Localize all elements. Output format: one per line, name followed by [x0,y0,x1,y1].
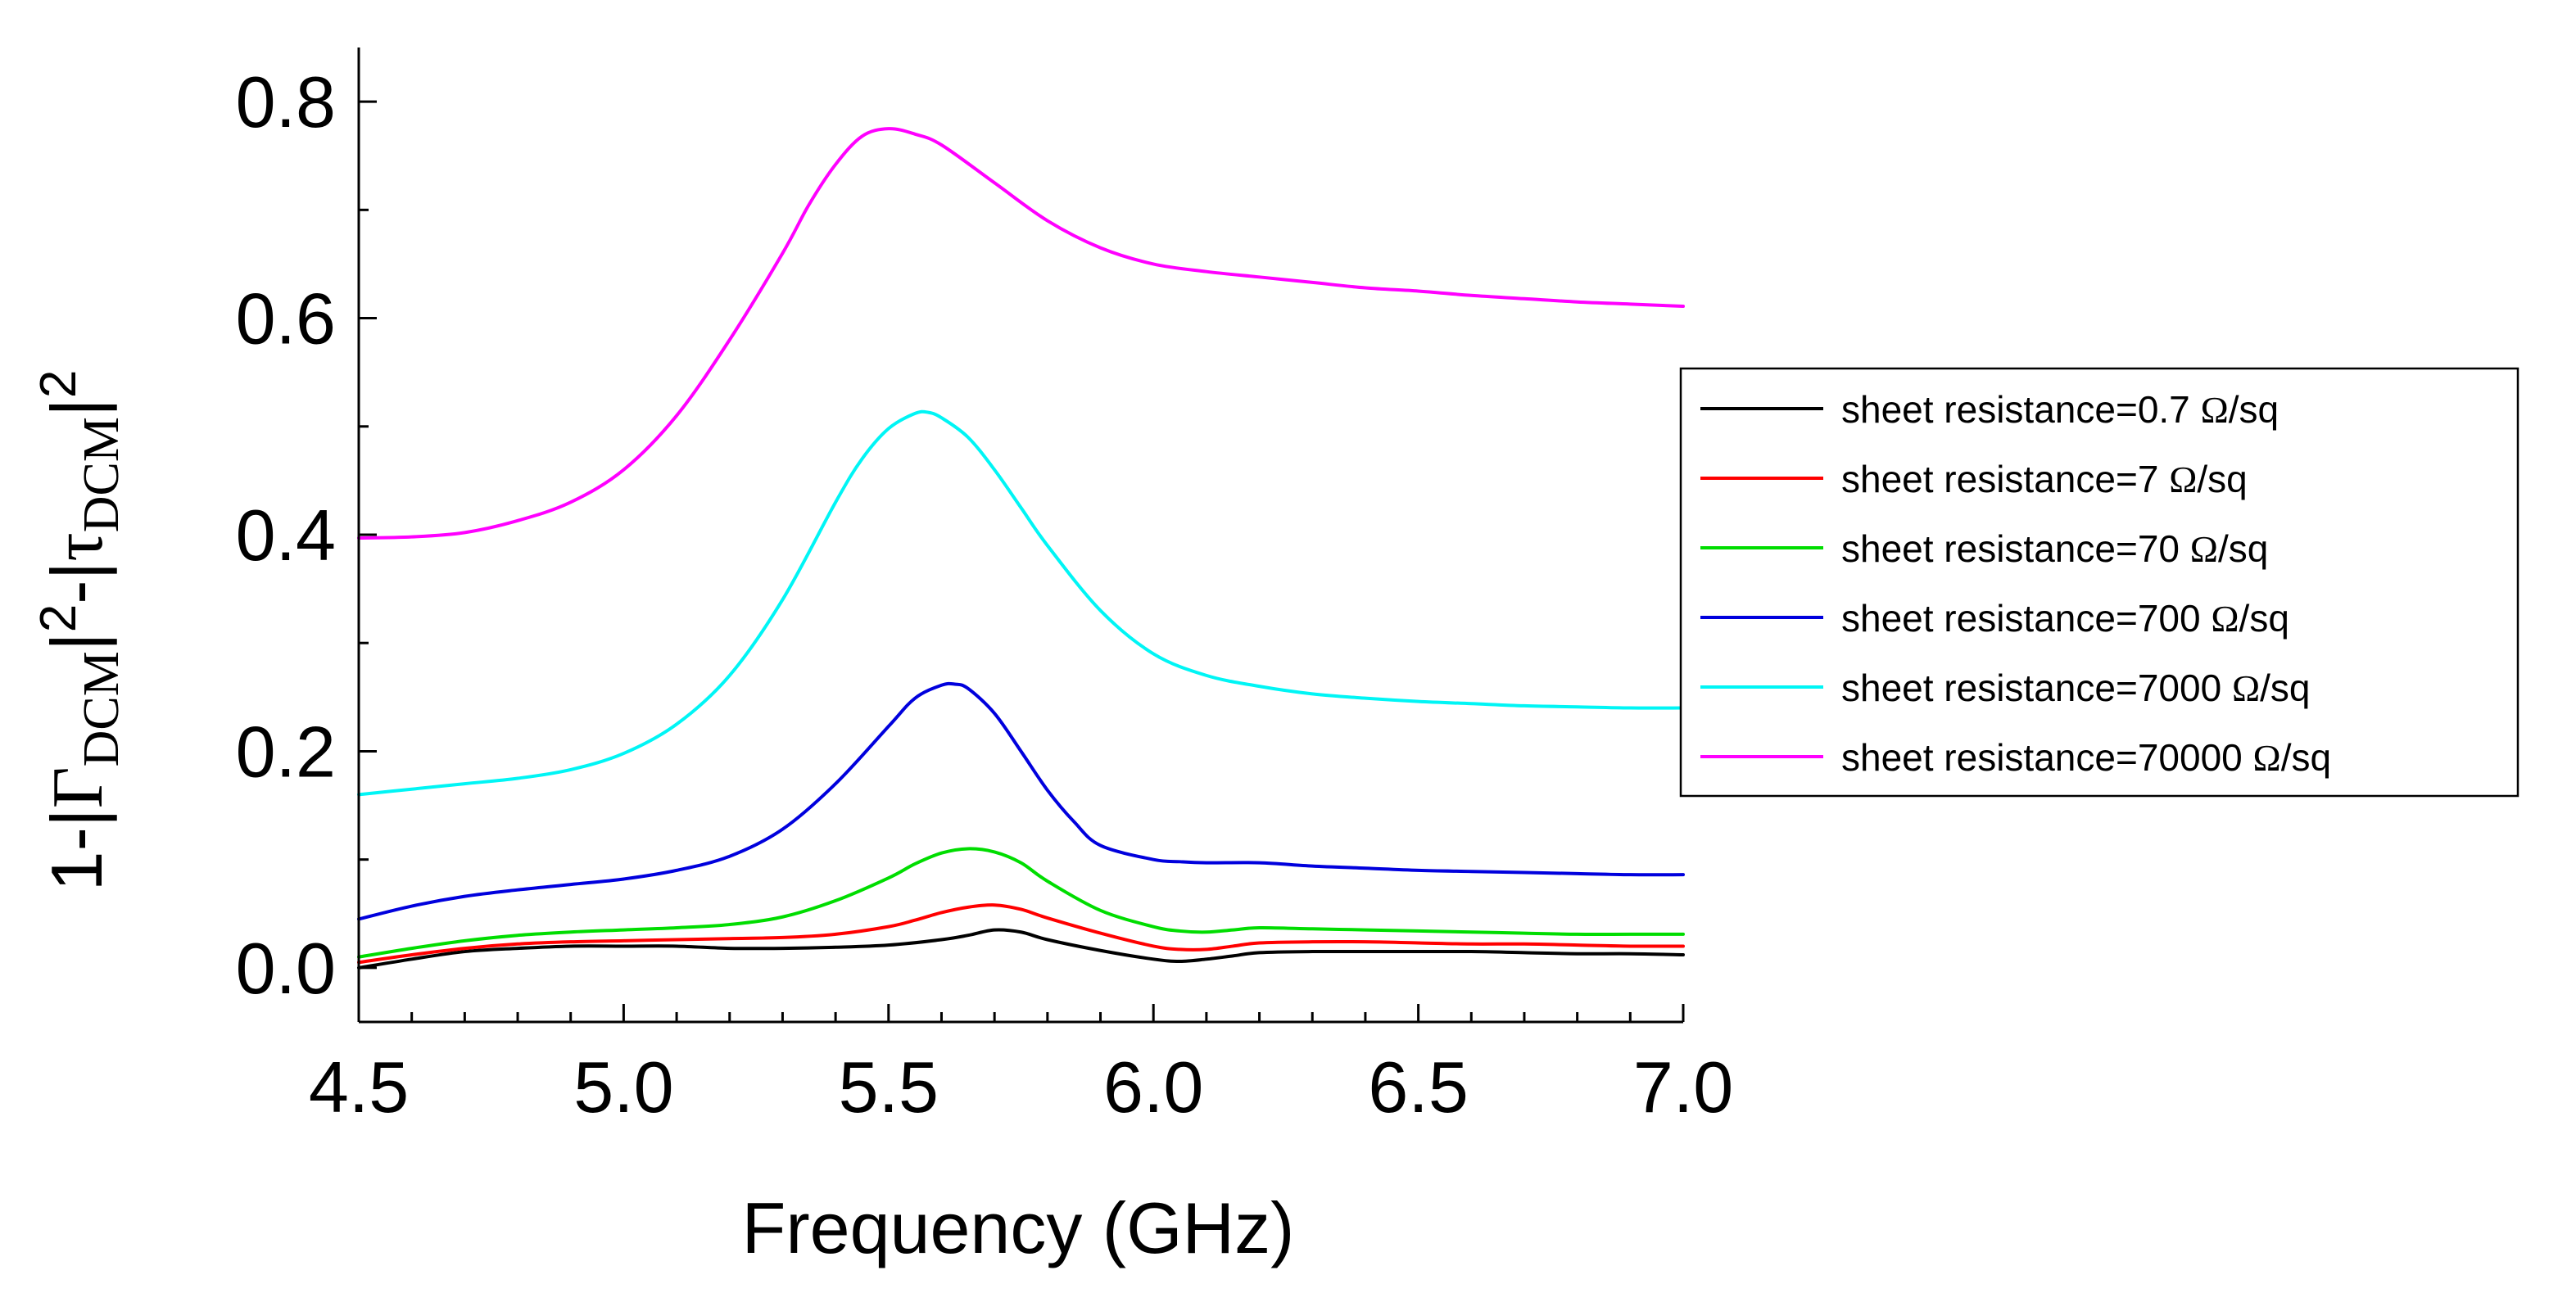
axes [357,47,1685,1024]
x-tick-label: 7.0 [1633,1047,1733,1128]
x-tick-label: 5.5 [839,1047,939,1128]
x-tick-label: 4.5 [309,1047,409,1128]
series-line-3 [357,681,1685,921]
y-title-prefix: 1-| [36,808,117,891]
y-title-sup1: 2 [30,604,87,632]
y-tick-label: 0.8 [236,61,336,142]
series-line-5 [357,127,1685,540]
legend-entries: sheet resistance=0.7 Ω/sq sheet resistanc… [1700,388,2331,779]
y-title-mid-bar: | [36,632,117,651]
legend-label-5: sheet resistance=70000 Ω/sq [1841,736,2331,779]
legend: sheet resistance=0.7 Ω/sq sheet resistanc… [1679,367,2519,798]
y-tick-label: 0.6 [236,278,336,359]
y-title-minus-bar: -| [36,562,117,604]
y-tick-label: 0.4 [236,495,336,576]
tick-labels: 4.5 5.0 5.5 6.0 6.5 7.0 0.0 0.2 0.4 0.6 0.8 [236,61,1734,1128]
y-axis-title-group: 1-|ΓDCM|2-|τDCM|2 [30,370,129,892]
y-tick-label: 0.0 [236,928,336,1009]
y-title-sub1: DCM [74,651,129,766]
x-tick-label: 6.5 [1368,1047,1468,1128]
y-title-end-bar: | [36,398,117,417]
y-tick-label: 0.2 [236,711,336,792]
series-line-1 [357,903,1685,965]
x-tick-label: 6.0 [1103,1047,1203,1128]
plot-lines [357,127,1685,970]
y-title-tau: τ [38,532,118,561]
x-tick-label: 5.0 [573,1047,673,1128]
y-title-gamma: Γ [38,766,118,808]
x-axis-title: Frequency (GHz) [742,1187,1295,1268]
series-line-4 [357,409,1685,797]
legend-box [1679,367,2519,798]
legend-label-4: sheet resistance=7000 Ω/sq [1841,667,2311,709]
legend-label-2: sheet resistance=70 Ω/sq [1841,527,2268,570]
y-title-sup2: 2 [30,370,87,398]
series-line-0 [357,928,1685,970]
legend-label-1: sheet resistance=7 Ω/sq [1841,458,2248,500]
series-line-2 [357,847,1685,959]
y-axis-title: 1-|ΓDCM|2-|τDCM|2 [30,370,129,892]
y-title-sub2: DCM [74,417,129,532]
legend-label-0: sheet resistance=0.7 Ω/sq [1841,388,2279,431]
legend-label-3: sheet resistance=700 Ω/sq [1841,597,2289,640]
